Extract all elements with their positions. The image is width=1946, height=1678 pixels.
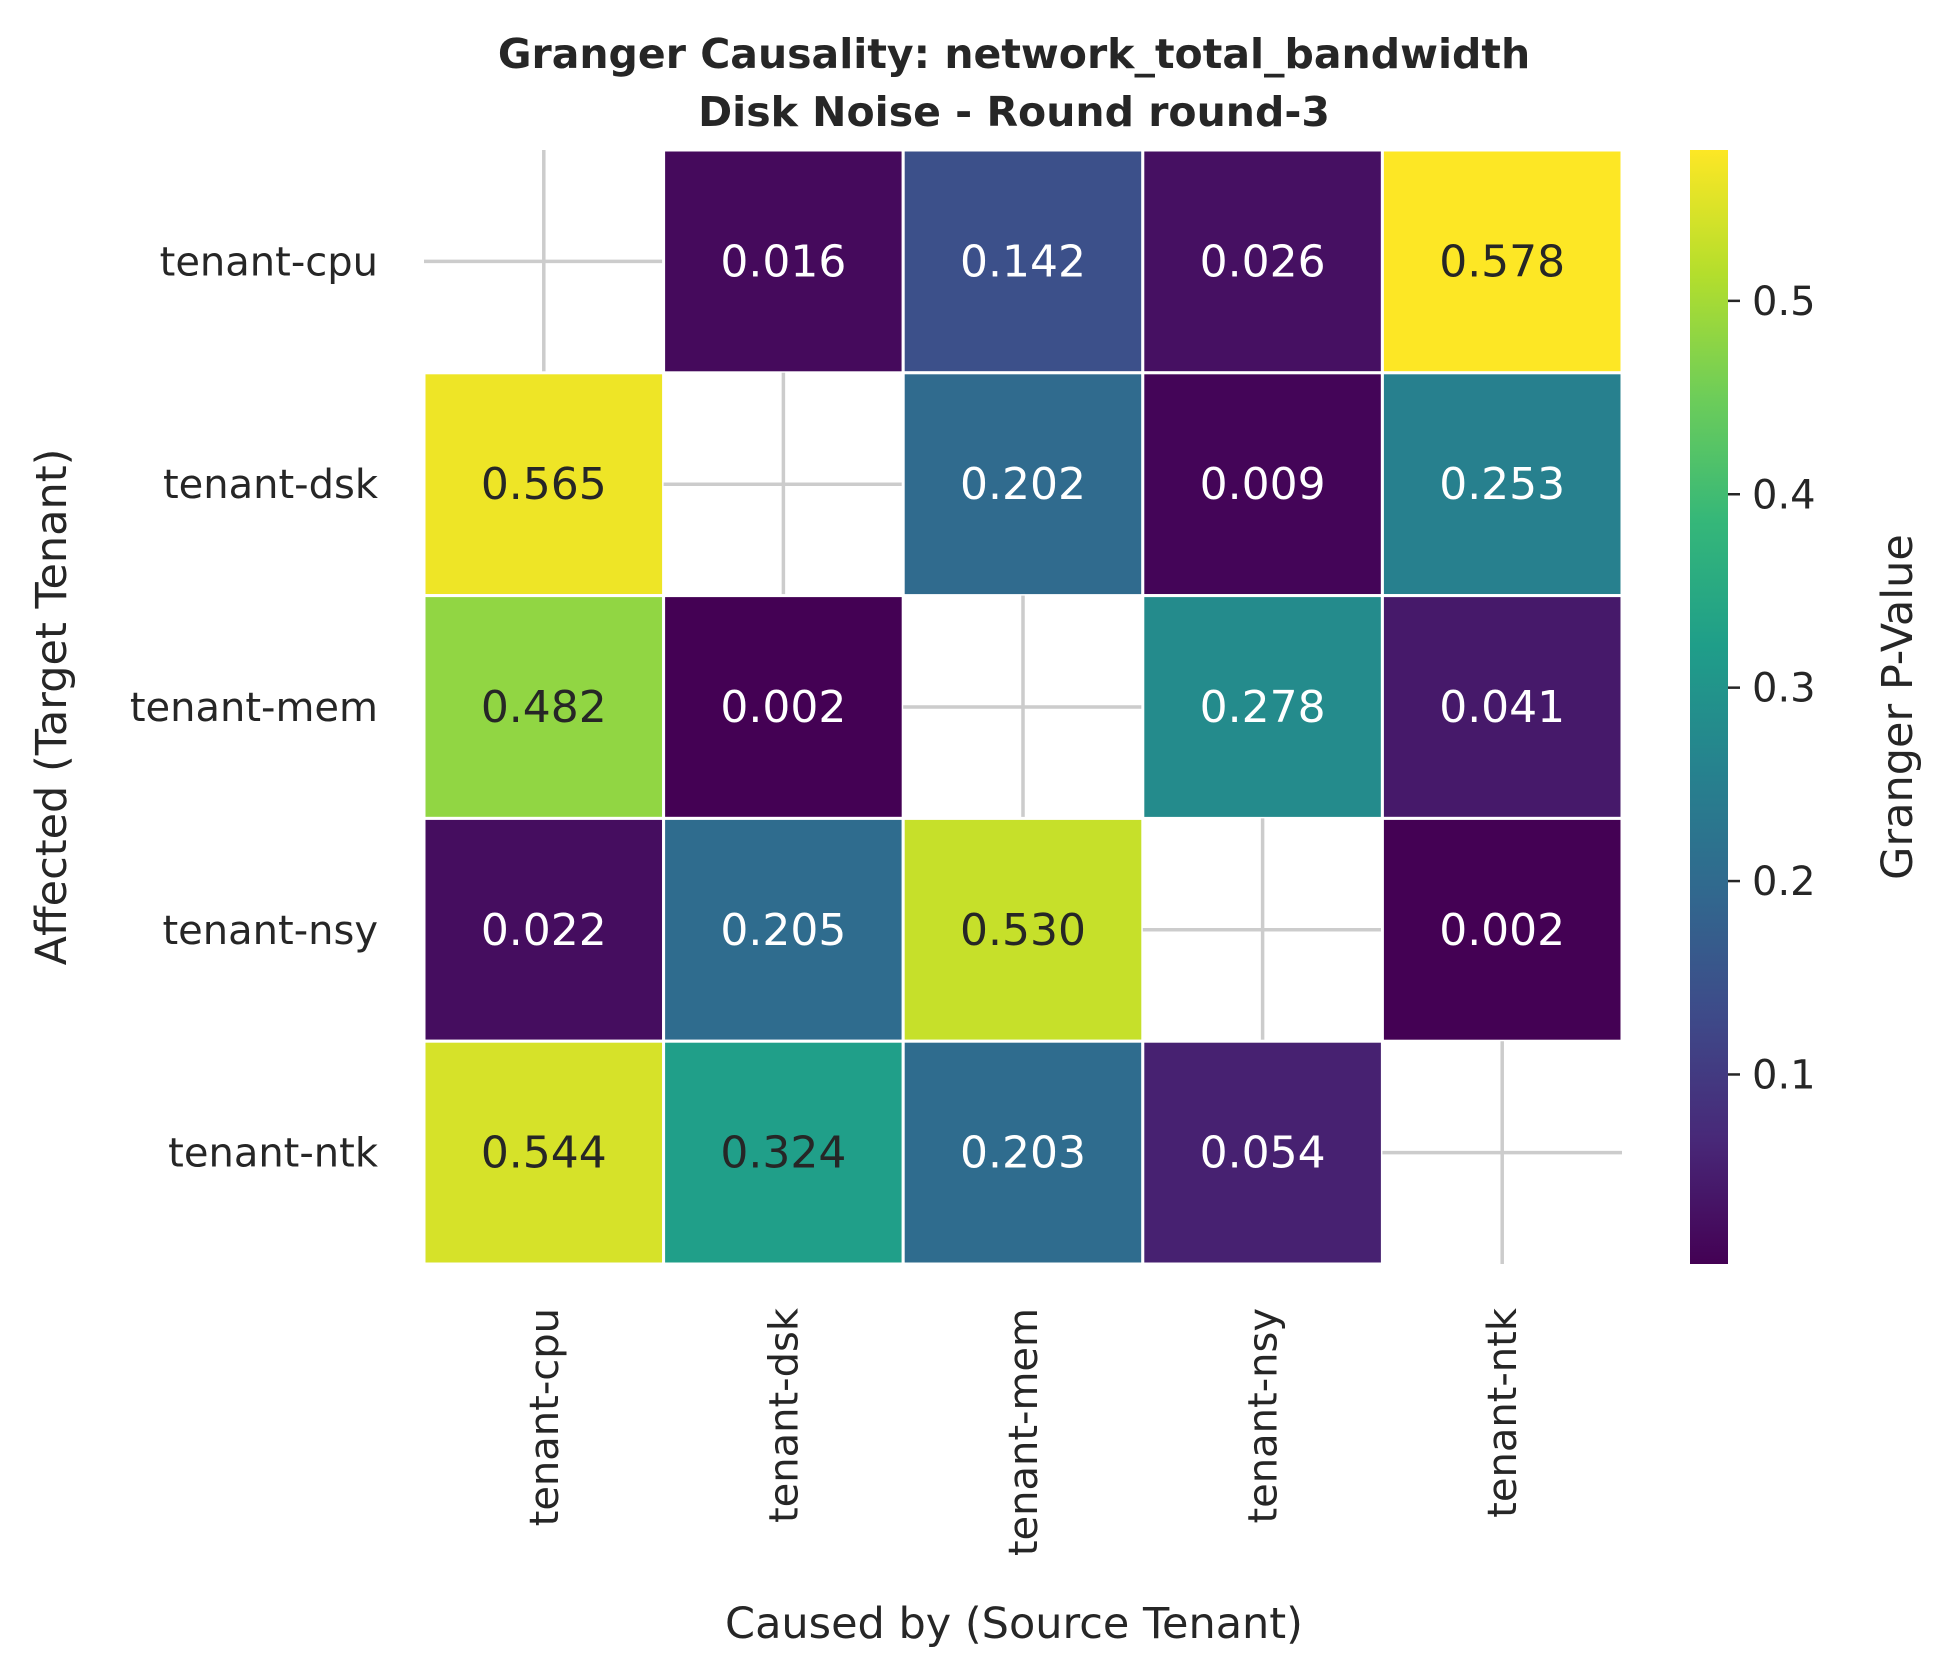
cell-value-label: 0.002 — [720, 682, 846, 733]
colorbar-tick-label: 0.4 — [1752, 472, 1816, 518]
colorbar-tick-label: 0.5 — [1752, 279, 1816, 325]
chart-title: Granger Causality: network_total_bandwid… — [498, 30, 1530, 78]
y-axis-label: Affected (Target Tenant) — [27, 449, 77, 966]
x-axis-label: Caused by (Source Tenant) — [725, 1599, 1303, 1649]
heatmap-cell — [1380, 594, 1624, 820]
cell-value-label: 0.205 — [720, 905, 846, 956]
x-tick-label: tenant-nsy — [1241, 1308, 1287, 1524]
heatmap-cell — [901, 371, 1145, 598]
heatmap-cell — [1141, 148, 1384, 375]
missing-cell-cross — [1142, 818, 1383, 1042]
missing-cell-cross — [663, 372, 904, 596]
heatmap-cell — [1380, 816, 1624, 1043]
cell-value-label: 0.054 — [1200, 1128, 1326, 1179]
cell-value-label: 0.565 — [481, 459, 607, 510]
x-tick-label: tenant-ntk — [1480, 1307, 1526, 1518]
y-tick-label: tenant-cpu — [160, 239, 378, 285]
heatmap-cell — [1380, 371, 1624, 598]
cell-value-label: 0.016 — [720, 236, 846, 287]
y-tick-label: tenant-nsy — [163, 908, 379, 954]
heatmap-cell — [662, 1039, 905, 1266]
heatmap-cell — [901, 1039, 1145, 1266]
cell-value-label: 0.482 — [481, 682, 607, 733]
cell-value-label: 0.203 — [960, 1128, 1086, 1179]
missing-cell-cross — [424, 150, 664, 373]
cell-value-label: 0.253 — [1439, 459, 1565, 510]
missing-cell-cross — [903, 595, 1143, 819]
heatmap-cell — [1141, 1039, 1384, 1266]
heatmap-cell — [422, 816, 666, 1043]
cell-value-label: 0.022 — [481, 905, 607, 956]
cell-value-label: 0.578 — [1439, 236, 1565, 287]
cell-value-label: 0.544 — [481, 1128, 607, 1179]
x-tick-label: tenant-dsk — [761, 1307, 807, 1523]
heatmap-cell — [901, 148, 1145, 375]
cell-value-label: 0.202 — [960, 459, 1086, 510]
x-tick-labels: tenant-cpu tenant-dsk tenant-mem tenant-nsy… — [522, 1307, 1526, 1556]
heatmap-cell — [662, 816, 905, 1043]
cell-value-label: 0.002 — [1439, 905, 1565, 956]
colorbar-tick-label: 0.1 — [1752, 1052, 1816, 1098]
colorbar-tick-label: 0.2 — [1752, 859, 1816, 905]
cell-value-label: 0.324 — [720, 1128, 846, 1179]
cell-value-label: 0.009 — [1200, 459, 1326, 510]
y-tick-label: tenant-ntk — [168, 1131, 379, 1177]
heatmap-cell — [422, 594, 666, 820]
cell-value-label: 0.530 — [960, 905, 1086, 956]
y-tick-label: tenant-dsk — [163, 462, 379, 508]
x-tick-label: tenant-cpu — [522, 1308, 568, 1526]
y-tick-label: tenant-mem — [130, 685, 378, 731]
colorbar-tick-label: 0.3 — [1752, 666, 1816, 712]
cell-value-label: 0.278 — [1200, 682, 1326, 733]
cell-value-label: 0.041 — [1439, 682, 1565, 733]
cell-value-label: 0.026 — [1200, 236, 1326, 287]
x-tick-label: tenant-mem — [1001, 1308, 1047, 1556]
heatmap-cell — [662, 594, 905, 820]
chart-subtitle: Disk Noise - Round round-3 — [698, 88, 1330, 136]
colorbar-label: Granger P-Value — [1873, 534, 1923, 880]
heatmap-cell — [422, 1039, 666, 1266]
missing-cell-cross — [1382, 1041, 1622, 1264]
cell-value-label: 0.142 — [960, 236, 1086, 287]
colorbar — [1690, 150, 1728, 1264]
heatmap-cell — [1380, 148, 1624, 375]
heatmap-cell — [662, 148, 905, 375]
heatmap-cells: 0.016 0.142 0.026 0.578 0.565 0.202 0.009 0.253… — [422, 148, 1624, 1266]
heatmap-cell — [1141, 594, 1384, 820]
y-tick-labels: tenant-cpu tenant-dsk tenant-mem tenant-nsy… — [130, 239, 379, 1176]
colorbar-ticks: 0.1 0.2 0.3 0.4 0.5 — [1728, 279, 1816, 1098]
